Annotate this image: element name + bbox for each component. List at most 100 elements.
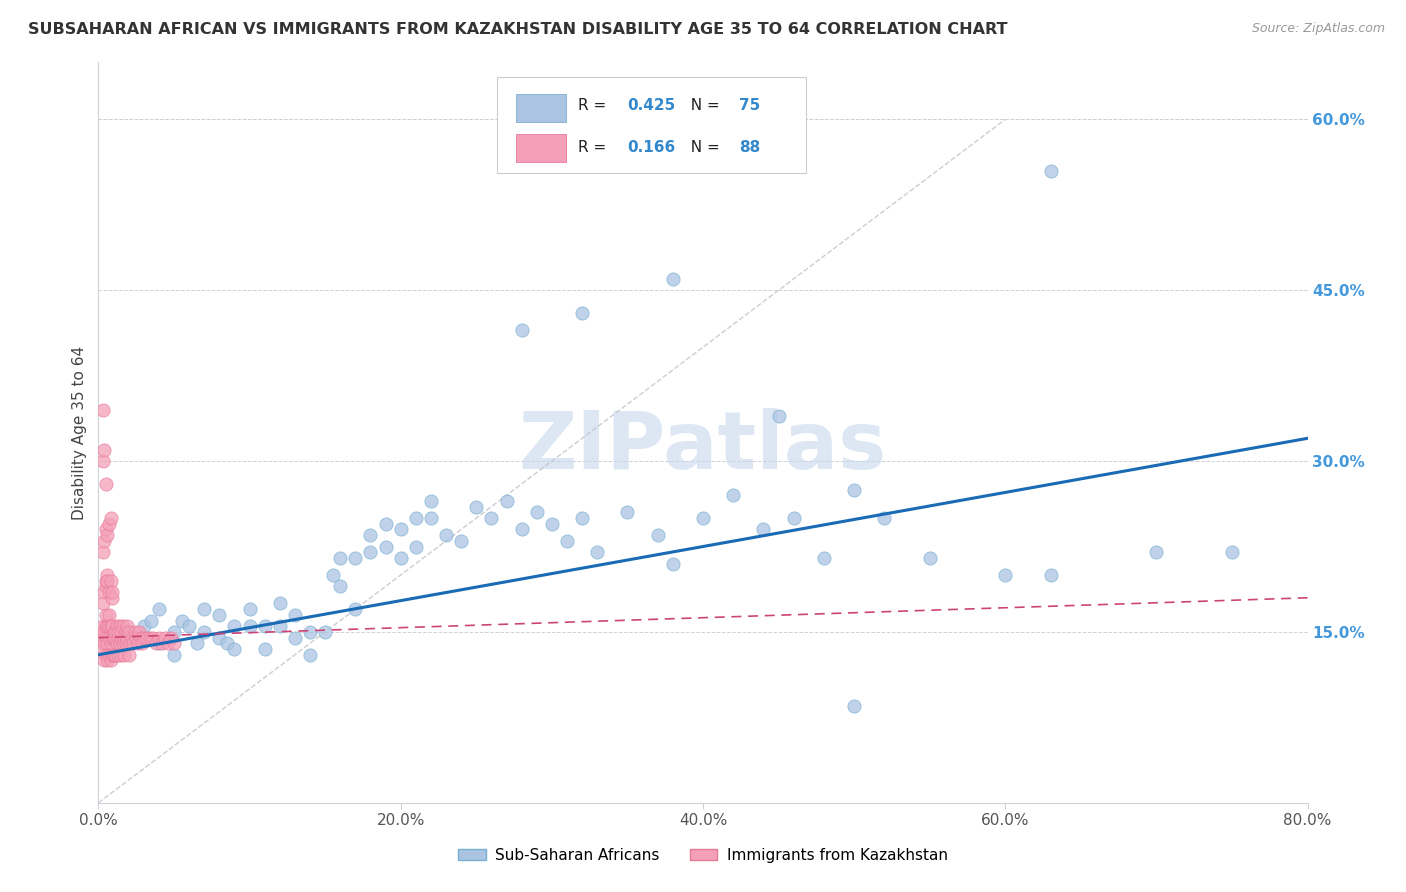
Point (94, 476, 117, 491)
Point (94, 631, 117, 645)
Point (918, 550, 941, 565)
Point (135, 631, 157, 645)
Point (142, 631, 165, 645)
Text: 0.166: 0.166 (627, 140, 675, 155)
Point (555, 533, 578, 548)
Point (103, 648, 125, 662)
Point (1220, 545, 1243, 559)
Point (101, 631, 124, 645)
Text: 0.425: 0.425 (627, 98, 675, 113)
Point (224, 642, 246, 657)
Point (163, 636, 186, 650)
Point (284, 607, 307, 622)
Point (98, 631, 121, 645)
Point (239, 619, 262, 633)
Point (100, 653, 122, 667)
Point (91, 597, 114, 611)
Point (465, 500, 488, 514)
Point (179, 619, 201, 633)
Point (148, 636, 170, 650)
Point (156, 636, 179, 650)
Point (104, 648, 127, 662)
Point (208, 631, 231, 645)
Point (107, 624, 129, 639)
Text: ZIPatlas: ZIPatlas (519, 409, 887, 486)
Point (510, 323, 533, 337)
Point (224, 619, 246, 633)
Point (153, 631, 176, 645)
Point (100, 511, 122, 525)
Point (661, 557, 683, 571)
Point (125, 631, 148, 645)
Point (647, 528, 669, 542)
Point (148, 631, 170, 645)
Text: R =: R = (578, 140, 612, 155)
Point (253, 642, 276, 657)
Point (91, 454, 114, 468)
Point (94, 579, 117, 593)
Point (284, 631, 307, 645)
Point (994, 568, 1017, 582)
FancyBboxPatch shape (516, 95, 567, 122)
Point (110, 624, 132, 639)
Point (91, 402, 114, 417)
Point (510, 523, 533, 537)
Point (115, 619, 138, 633)
Point (434, 528, 457, 542)
FancyBboxPatch shape (516, 134, 567, 162)
Point (128, 624, 150, 639)
Point (360, 528, 382, 542)
Point (115, 631, 138, 645)
Point (1144, 545, 1167, 559)
Point (299, 624, 322, 639)
Point (93, 653, 115, 667)
Text: N =: N = (682, 140, 725, 155)
Point (269, 619, 291, 633)
Point (616, 505, 638, 519)
Point (253, 619, 276, 633)
Point (450, 533, 472, 548)
Point (752, 523, 775, 537)
Point (96, 619, 118, 633)
Point (420, 511, 443, 525)
Point (121, 631, 143, 645)
Point (1039, 163, 1062, 178)
Point (91, 642, 114, 657)
Y-axis label: Disability Age 35 to 64: Disability Age 35 to 64 (72, 345, 87, 520)
Point (299, 648, 322, 662)
Text: R =: R = (578, 98, 612, 113)
Point (110, 631, 132, 645)
Point (314, 624, 336, 639)
Point (103, 624, 125, 639)
Point (269, 597, 291, 611)
Point (873, 511, 896, 525)
Point (96, 636, 118, 650)
Point (107, 631, 129, 645)
Point (112, 648, 135, 662)
Point (93, 533, 115, 548)
Point (91, 545, 114, 559)
Point (768, 409, 790, 423)
Point (94, 574, 117, 588)
Text: 88: 88 (740, 140, 761, 155)
Point (344, 550, 367, 565)
Point (91, 619, 114, 633)
Point (145, 636, 167, 650)
Point (193, 602, 215, 616)
Point (540, 516, 562, 531)
Point (96, 574, 118, 588)
Point (420, 494, 443, 508)
Point (239, 602, 262, 616)
Point (141, 614, 163, 628)
Point (329, 579, 352, 593)
Point (148, 602, 170, 616)
Point (124, 624, 146, 639)
Point (118, 624, 141, 639)
Point (94, 607, 117, 622)
Point (111, 619, 134, 633)
Point (129, 631, 152, 645)
Point (170, 614, 193, 628)
Point (783, 511, 806, 525)
Point (100, 619, 122, 633)
Point (104, 624, 127, 639)
